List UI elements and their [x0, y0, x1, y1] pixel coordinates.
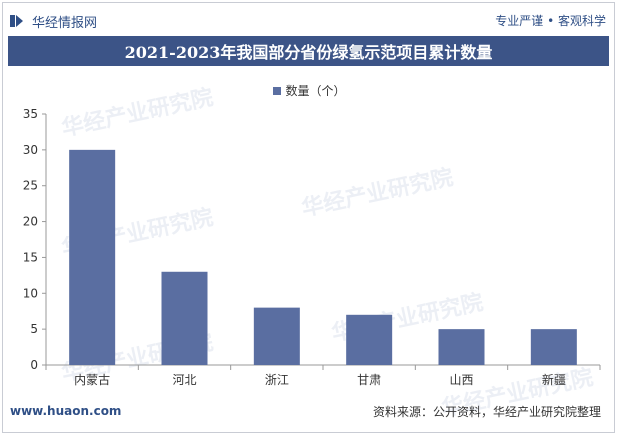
- bar: [161, 271, 208, 365]
- y-tick-label: 10: [23, 286, 38, 300]
- y-tick-label: 30: [23, 143, 38, 157]
- bar: [530, 329, 577, 365]
- legend-label: 数量（个）: [285, 84, 346, 98]
- x-tick-label: 浙江: [265, 373, 289, 387]
- x-tick-label: 内蒙古: [74, 372, 110, 387]
- y-axis: 0 5 10 15 20 25 30 35: [23, 107, 47, 372]
- slogan: 专业严谨 • 客观科学: [495, 14, 606, 28]
- brand-logo-icon: [10, 14, 24, 28]
- legend: 数量（个）: [0, 82, 619, 99]
- y-tick-label: 0: [30, 358, 38, 372]
- brand-name: 华经情报网: [32, 15, 98, 31]
- y-tick-label: 35: [23, 107, 38, 121]
- x-tick-label: 甘肃: [357, 373, 381, 387]
- footer-source: 资料来源：公开资料，华经产业研究院整理: [372, 405, 601, 419]
- bars: [69, 149, 577, 365]
- y-tick-label: 5: [30, 322, 38, 336]
- y-tick-label: 15: [23, 250, 38, 264]
- chart-title: 2021-2023年我国部分省份绿氢示范项目累计数量: [124, 43, 493, 62]
- top-bar: 华经情报网 专业严谨 • 客观科学: [10, 10, 610, 32]
- y-tick-label: 25: [23, 179, 38, 193]
- brand: 华经情报网: [10, 10, 97, 32]
- x-tick-label: 山西: [449, 373, 473, 387]
- legend-swatch: [273, 86, 282, 95]
- footer-website: www.huaon.com: [10, 404, 122, 418]
- chart-frame: [2, 2, 615, 433]
- x-tick-label: 新疆: [542, 372, 566, 387]
- bar: [253, 307, 300, 365]
- x-tick-label: 河北: [172, 373, 196, 387]
- y-tick-label: 20: [23, 215, 38, 229]
- bar: [69, 149, 116, 365]
- title-bar: 2021-2023年我国部分省份绿氢示范项目累计数量: [8, 36, 609, 66]
- x-axis: 内蒙古 河北 浙江 甘肃 山西 新疆: [45, 364, 601, 387]
- bar: [438, 329, 485, 365]
- bar: [346, 314, 393, 365]
